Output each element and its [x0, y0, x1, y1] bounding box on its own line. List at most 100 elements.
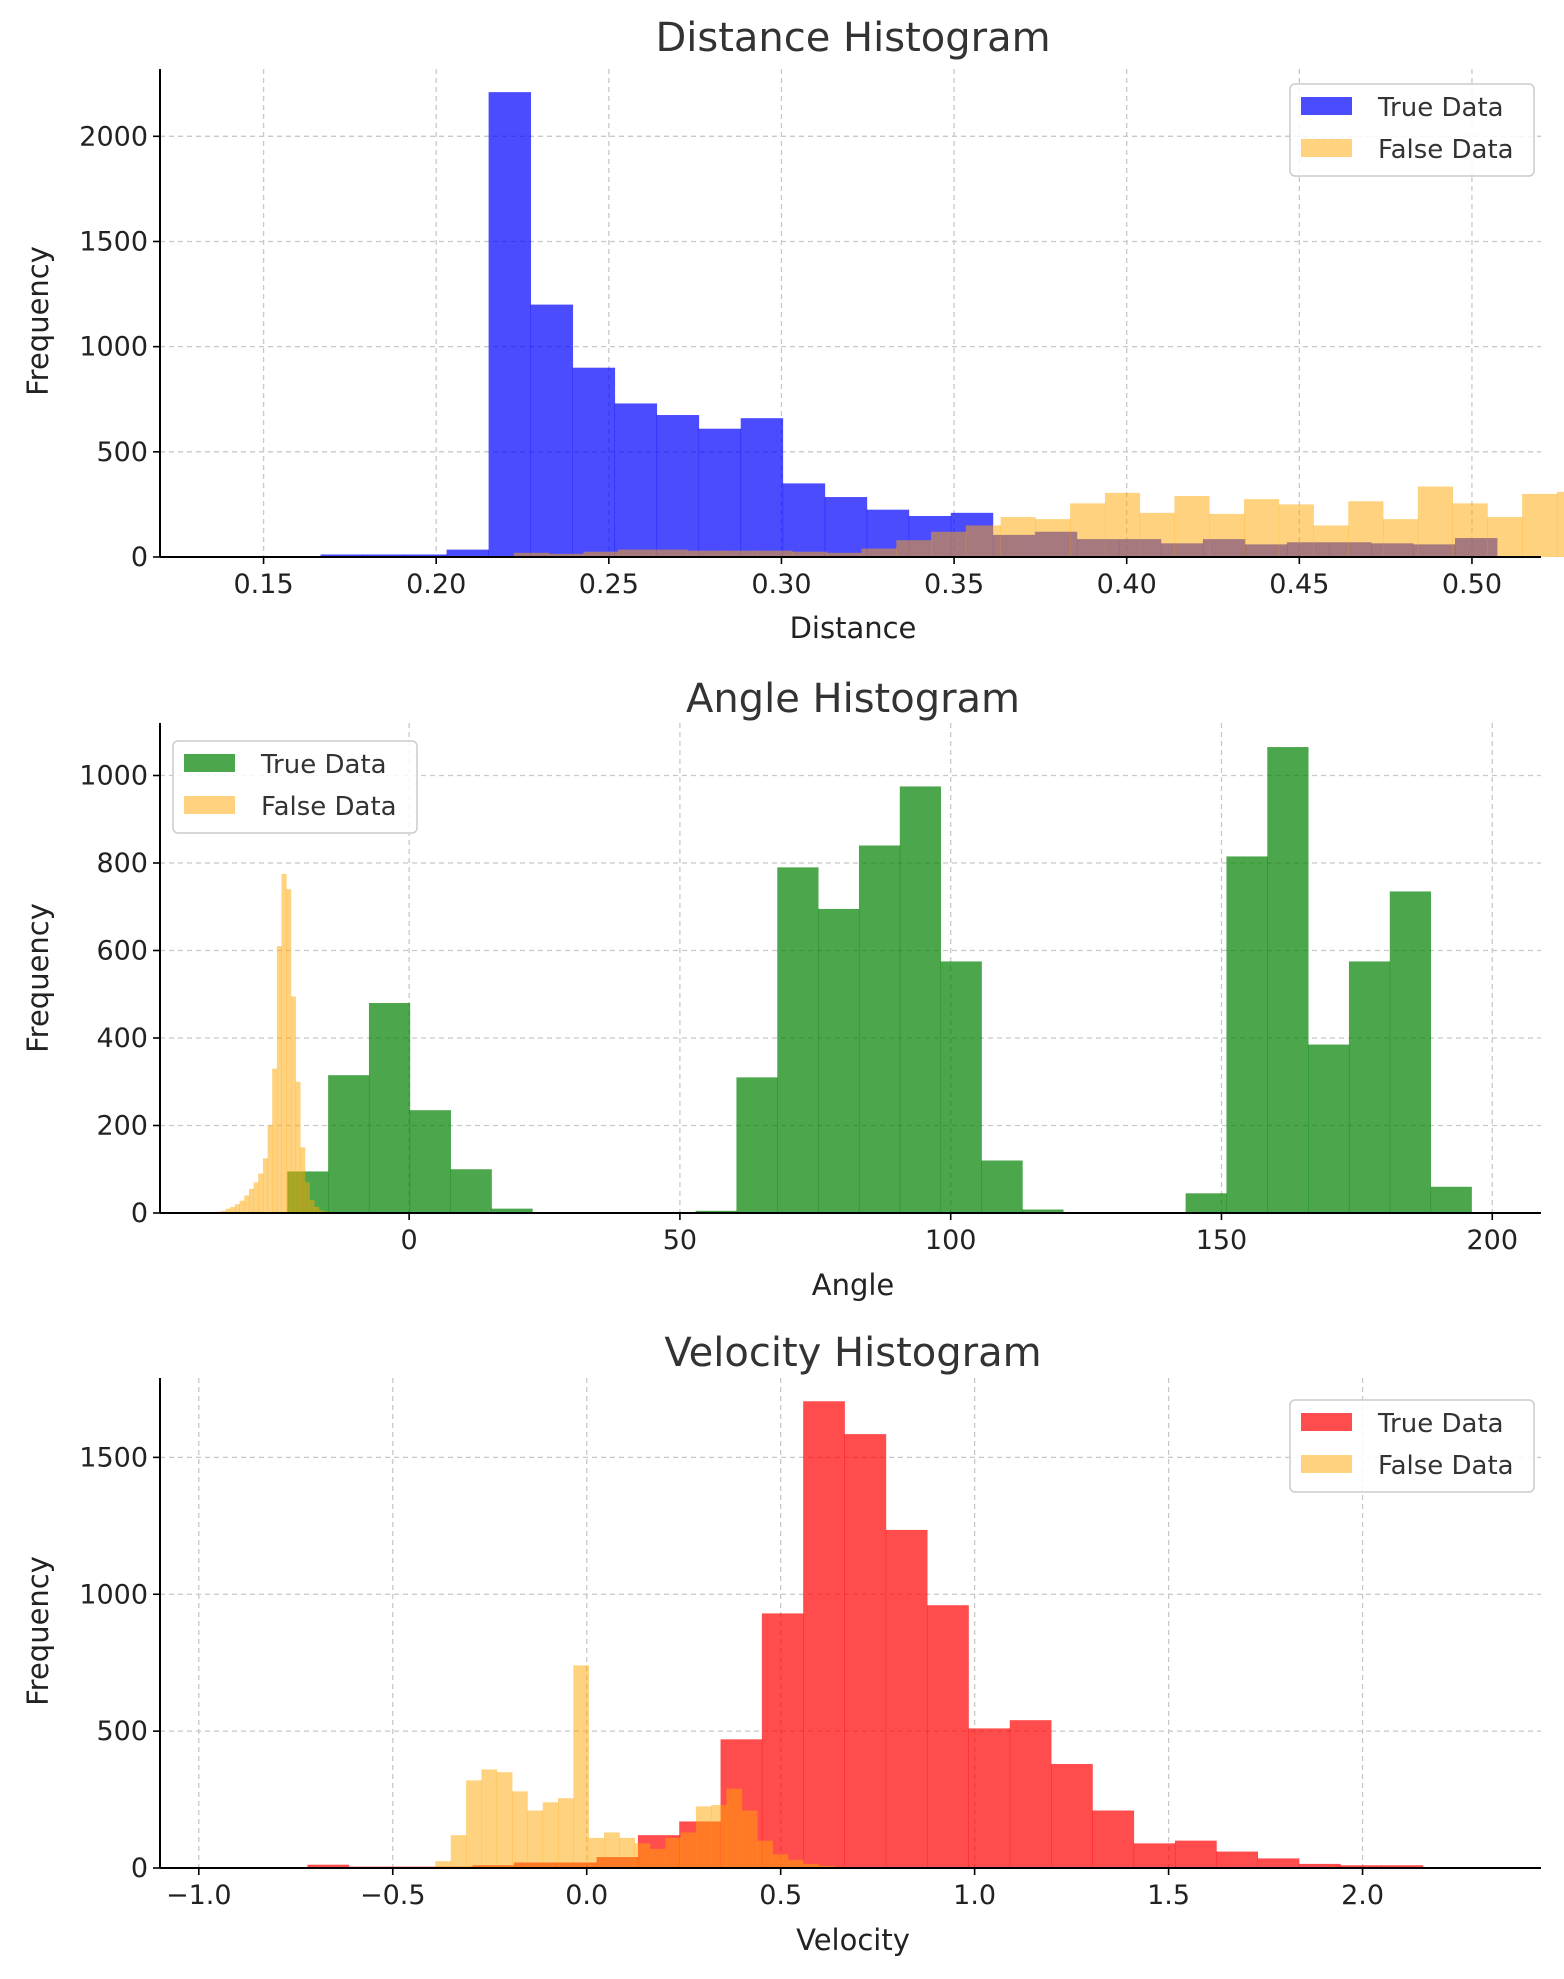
distance-histogram-panel: Distance Histogram 0.15 0.20 0.25 0.30 0.35 0…	[21, 15, 1564, 645]
velocity-histogram-panel: Velocity Histogram −1.0 −0.5 0.0 0.5 1.0 1.5 2…	[21, 1330, 1541, 1957]
x-ticks: 0.15 0.20 0.25 0.30 0.35 0.40 0.45 0.50	[234, 557, 1502, 600]
bar-true-data	[1267, 747, 1309, 1213]
y-tick-label: 400	[96, 1023, 148, 1054]
bar-true-data	[818, 908, 860, 1213]
bar-false-data	[965, 525, 1002, 557]
bar-false-data	[619, 1837, 636, 1868]
y-tick-label: 1500	[79, 1442, 148, 1473]
bar-false-data	[1243, 499, 1280, 557]
bar-false-data	[680, 1832, 697, 1868]
bar-false-data	[931, 531, 967, 557]
bar-false-data	[225, 1208, 231, 1213]
y-axis-label: Frequency	[21, 246, 55, 396]
legend-label-false-data: False Data	[1378, 1451, 1514, 1481]
bar-false-data	[803, 1863, 819, 1868]
bar-true-data	[409, 1110, 452, 1213]
bar-false-data	[826, 552, 862, 557]
x-tick-label: 0.15	[234, 569, 294, 600]
bar-false-data	[1174, 496, 1210, 557]
bar-false-data	[220, 1210, 227, 1213]
bar-false-data	[512, 1791, 528, 1868]
bar-false-data	[1452, 503, 1488, 557]
legend-label-false-data: False Data	[1378, 135, 1514, 165]
bar-false-data	[772, 1854, 789, 1868]
bar-false-data	[253, 1182, 259, 1213]
axes-spines	[159, 69, 1541, 558]
bar-false-data	[300, 1147, 306, 1213]
y-tick-label: 800	[96, 848, 148, 879]
y-tick-label: 1000	[79, 332, 148, 363]
bar-false-data	[527, 1810, 544, 1868]
bar-true-data	[698, 428, 742, 557]
bar-false-data	[435, 1861, 452, 1868]
bar-false-data	[248, 1188, 254, 1213]
bar-false-data	[1383, 519, 1419, 557]
bar-true-data	[328, 1075, 370, 1213]
bar-false-data	[792, 551, 828, 557]
bar-false-data	[618, 549, 654, 557]
x-tick-label: 0.45	[1269, 569, 1329, 600]
bar-true-data	[1009, 1720, 1052, 1868]
bar-false-data	[286, 889, 292, 1213]
bar-false-data	[757, 1840, 773, 1868]
bar-false-data	[466, 1780, 482, 1868]
bar-false-data	[234, 1204, 241, 1213]
bar-false-data	[281, 873, 287, 1213]
bar-false-data	[1000, 517, 1036, 557]
bar-false-data	[1556, 491, 1564, 557]
bar-false-data	[818, 1865, 835, 1868]
legend-swatch-true-data	[1301, 1413, 1352, 1431]
bar-false-data	[558, 1798, 574, 1868]
bar-false-data	[896, 540, 932, 557]
angle-histogram-panel: Angle Histogram 0 50 100 150 200 0 200 400 600 8…	[21, 676, 1541, 1302]
bar-false-data	[513, 552, 550, 557]
bar-true-data	[1340, 1865, 1382, 1868]
bar-true-data	[446, 549, 490, 557]
axes-spines	[159, 723, 1541, 1214]
bar-true-data	[695, 1210, 737, 1213]
bar-false-data	[573, 1665, 590, 1868]
x-tick-label: 100	[925, 1225, 977, 1256]
x-tick-label: 0.25	[579, 569, 639, 600]
bars	[307, 1401, 1424, 1868]
bar-true-data	[450, 1169, 492, 1213]
bar-false-data	[1348, 501, 1384, 557]
bar-true-data	[1133, 1843, 1176, 1868]
y-ticks: 0 200 400 600 800 1000	[79, 761, 160, 1229]
y-axis-label: Frequency	[21, 1556, 55, 1706]
bar-false-data	[239, 1200, 245, 1213]
bar-false-data	[787, 1859, 804, 1868]
bars	[216, 747, 1472, 1213]
y-tick-label: 0	[131, 1198, 148, 1229]
bar-false-data	[711, 1805, 727, 1868]
legend-swatch-true-data	[1301, 97, 1352, 115]
bar-false-data	[741, 1810, 758, 1868]
x-tick-label: 0.50	[1442, 569, 1502, 600]
legend-label-true-data: True Data	[1377, 93, 1504, 123]
y-tick-label: 500	[96, 1716, 148, 1747]
bar-true-data	[572, 367, 616, 557]
bar-true-data	[844, 1434, 887, 1868]
bar-false-data	[1139, 512, 1175, 557]
bar-false-data	[757, 550, 793, 557]
bar-true-data	[1348, 961, 1391, 1213]
x-tick-label: −1.0	[166, 1880, 232, 1911]
bar-false-data	[1522, 493, 1558, 557]
x-tick-label: 0.5	[759, 1880, 802, 1911]
bar-false-data	[583, 551, 619, 557]
bar-false-data	[1104, 492, 1141, 557]
x-ticks: 0 50 100 150 200	[401, 1213, 1518, 1256]
bar-false-data	[1070, 503, 1106, 557]
bar-true-data	[981, 1160, 1023, 1213]
bar-false-data	[542, 1802, 559, 1868]
bar-true-data	[1308, 1044, 1350, 1213]
legend-swatch-false-data	[1301, 139, 1352, 157]
bar-true-data	[530, 304, 574, 557]
y-axis-label: Frequency	[21, 903, 55, 1053]
bar-true-data	[491, 1208, 533, 1213]
bar-false-data	[304, 1182, 310, 1213]
y-tick-label: 1500	[79, 226, 148, 257]
bar-true-data	[940, 961, 982, 1213]
bar-true-data	[803, 1401, 845, 1868]
bar-true-data	[362, 554, 405, 557]
